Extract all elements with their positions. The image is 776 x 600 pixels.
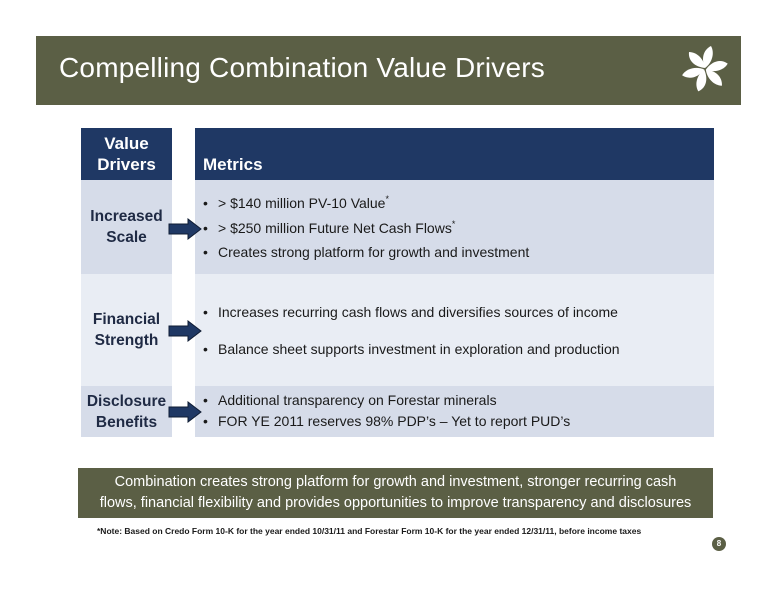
list-item: • > $250 million Future Net Cash Flows*: [203, 219, 455, 236]
title-bar: Compelling Combination Value Drivers: [36, 36, 741, 105]
header-metrics: Metrics: [195, 128, 714, 180]
driver-line2: Benefits: [95, 413, 158, 431]
driver-financial-strength: Financial Strength: [81, 274, 172, 386]
summary-line2: flows, financial flexibility and provide…: [99, 495, 692, 511]
driver-increased-scale: Increased Scale: [81, 180, 172, 274]
right-arrow-icon: [168, 320, 202, 342]
right-arrow-icon: [168, 218, 202, 240]
driver-line1: Financial: [92, 311, 161, 328]
header-value-drivers: Value Drivers: [81, 128, 172, 180]
bullet-dot: •: [203, 195, 208, 211]
summary-line1: Combination creates strong platform for …: [114, 474, 677, 490]
list-item: • Additional transparency on Forestar min…: [203, 392, 497, 408]
bullet-dot: •: [203, 244, 208, 260]
metric-text: > $140 million PV-10 Value: [218, 195, 386, 211]
driver-disclosure-benefits: Disclosure Benefits: [81, 386, 172, 437]
bullet-dot: •: [203, 220, 208, 236]
metrics-financial-strength: • Increases recurring cash flows and dive…: [195, 274, 714, 386]
driver-line1: Increased: [90, 208, 163, 225]
bullet-dot: •: [203, 413, 208, 429]
bullet-dot: •: [203, 392, 208, 408]
footnote-marker: *: [385, 194, 389, 204]
driver-line2: Scale: [106, 229, 147, 246]
slide-title: Compelling Combination Value Drivers: [59, 52, 546, 83]
bullet-dot: •: [203, 341, 208, 357]
metric-text: Creates strong platform for growth and i…: [218, 244, 530, 260]
list-item: • Balance sheet supports investment in ex…: [203, 341, 620, 357]
list-item: • > $140 million PV-10 Value*: [203, 194, 389, 211]
list-item: • Increases recurring cash flows and dive…: [203, 304, 618, 320]
summary-box: Combination creates strong platform for …: [78, 468, 713, 518]
page-number: 8: [712, 537, 726, 551]
footnote-marker: *: [451, 219, 456, 229]
metric-text: Increases recurring cash flows and diver…: [218, 304, 618, 320]
right-arrow-icon: [168, 401, 202, 423]
metrics-increased-scale: • > $140 million PV-10 Value* • > $250 mil…: [195, 180, 714, 274]
metric-text: Additional transparency on Forestar mine…: [218, 392, 497, 408]
header-left-line1: Value: [104, 134, 149, 153]
metric-text: Balance sheet supports investment in exp…: [218, 341, 620, 357]
metrics-disclosure-benefits: • Additional transparency on Forestar min…: [195, 386, 714, 437]
metric-text: > $250 million Future Net Cash Flows: [218, 220, 452, 236]
header-left-line2: Drivers: [97, 155, 156, 174]
header-metrics-label: Metrics: [203, 155, 263, 174]
forestar-leaf-logo-icon: [682, 46, 728, 92]
metric-text: FOR YE 2011 reserves 98% PDP’s – Yet to …: [218, 413, 571, 429]
driver-line1: Disclosure: [86, 392, 167, 410]
list-item: • FOR YE 2011 reserves 98% PDP’s – Yet to…: [203, 413, 570, 429]
driver-line2: Strength: [94, 332, 159, 349]
footnote: *Note: Based on Credo Form 10-K for the …: [97, 526, 642, 536]
list-item: • Creates strong platform for growth and …: [203, 244, 529, 260]
bullet-dot: •: [203, 304, 208, 320]
